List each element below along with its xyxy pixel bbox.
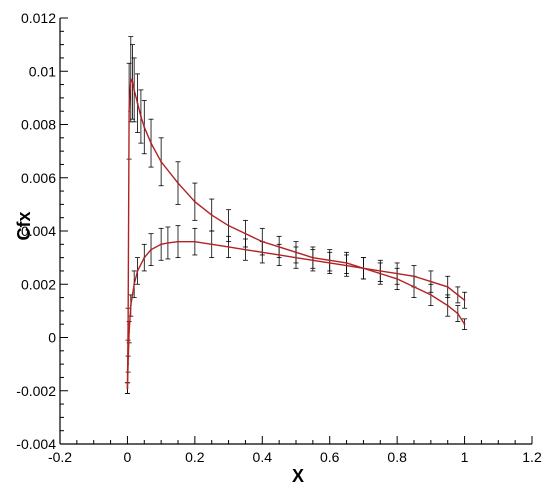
data-point (295, 251, 297, 254)
data-point (379, 272, 382, 275)
data-point (131, 81, 134, 83)
data-point (140, 115, 142, 118)
data-point (311, 256, 314, 259)
data-point (143, 256, 146, 259)
data-point (345, 262, 348, 264)
data-point (136, 102, 139, 105)
y-tick-label: 0.01 (29, 63, 56, 79)
data-point (166, 242, 169, 244)
series-line-1 (126, 77, 466, 389)
data-point (446, 286, 449, 288)
x-tick-label: -0.2 (48, 449, 72, 465)
data-point (128, 331, 131, 334)
data-point (413, 286, 415, 288)
data-point (210, 214, 213, 216)
x-tick-label: 1 (461, 449, 469, 465)
data-point (328, 262, 331, 264)
data-point (396, 272, 399, 275)
y-tick-label: 0.012 (21, 10, 56, 26)
x-tick-label: 0.8 (387, 449, 407, 465)
data-point (379, 270, 382, 272)
data-point (160, 160, 163, 163)
data-point (328, 259, 331, 262)
data-point (456, 312, 459, 315)
data-point (133, 283, 136, 286)
y-tick-label: 0.002 (21, 276, 56, 292)
data-point (429, 280, 432, 283)
data-point (143, 126, 146, 129)
data-point (429, 294, 432, 296)
y-tick-label: -0.004 (16, 436, 56, 452)
data-point (261, 240, 264, 243)
data-point (150, 248, 152, 251)
x-tick-label: 0.4 (253, 449, 273, 465)
data-point (278, 254, 281, 256)
data-point (244, 232, 247, 235)
data-point (227, 246, 230, 248)
data-point (446, 304, 449, 307)
data-point (311, 259, 314, 262)
data-point (193, 200, 196, 203)
x-tick-label: 0.6 (320, 449, 340, 465)
data-point (127, 363, 130, 366)
data-point (413, 275, 415, 278)
data-point (136, 270, 139, 272)
data-point (396, 278, 399, 280)
data-point (126, 387, 129, 389)
data-point (244, 248, 247, 251)
data-point (160, 243, 163, 246)
data-point (210, 243, 213, 246)
y-tick-label: 0.006 (21, 170, 56, 186)
ticks: -0.2 0 0.2 0.4 0.6 0.8 1 1.2 -0.004 -0.002 0 0.002 0… (16, 10, 542, 465)
y-axis-title: Cfx (14, 211, 34, 240)
data-point (456, 294, 459, 296)
data-point (127, 323, 130, 326)
x-tick-label: 0 (124, 449, 132, 465)
data-point (129, 304, 132, 307)
data-point (177, 182, 179, 184)
data-point (345, 264, 348, 267)
y-tick-label: 0.004 (21, 223, 56, 239)
data-point (193, 240, 196, 243)
data-point (128, 110, 131, 113)
series-lines (126, 77, 466, 389)
x-tick-label: 1.2 (522, 449, 542, 465)
x-tick-label: 0.2 (185, 449, 205, 465)
y-tick-label: -0.002 (16, 383, 56, 399)
data-point (278, 246, 281, 248)
data-point (227, 224, 230, 227)
error-bars (124, 36, 468, 394)
data-point (261, 251, 264, 254)
data-point (129, 78, 132, 81)
data-point (133, 88, 136, 91)
data-point (463, 323, 466, 326)
y-tick-label: 0.008 (21, 117, 56, 133)
data-point (150, 142, 152, 145)
data-point (177, 240, 179, 243)
data-point (463, 299, 466, 302)
y-tick-label: 0 (48, 330, 56, 346)
data-point (295, 256, 297, 259)
x-axis-title: X (292, 466, 304, 486)
data-point (362, 267, 365, 270)
